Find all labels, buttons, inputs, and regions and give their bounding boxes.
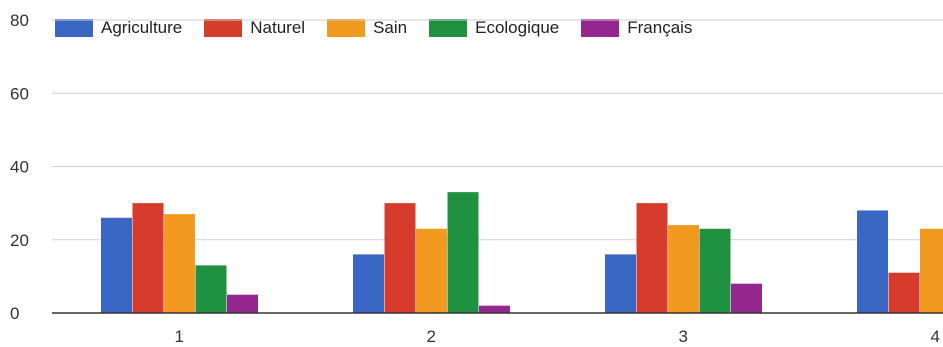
bar-sain-4: [920, 228, 943, 313]
legend-item: Agriculture: [55, 18, 182, 38]
y-tick-label: 20: [10, 231, 29, 250]
legend: Agriculture Naturel Sain Ecologique Français: [55, 14, 714, 42]
legend-item: Ecologique: [429, 18, 559, 38]
bar-ecologique-3: [699, 228, 731, 313]
legend-label: Français: [627, 18, 693, 37]
y-tick-label: 0: [10, 304, 19, 323]
bar-ecologique-2: [447, 192, 479, 313]
x-tick-label: 1: [175, 327, 184, 346]
y-tick-label: 80: [10, 11, 29, 30]
legend-label: Sain: [373, 18, 408, 37]
bar-naturel-3: [636, 203, 668, 313]
legend-item: Naturel: [204, 18, 305, 38]
bar-agriculture-3: [605, 254, 636, 313]
bar-agriculture-4: [857, 210, 888, 313]
legend-label: Ecologique: [475, 18, 560, 37]
bar-agriculture-1: [101, 217, 132, 313]
x-tick-label: 4: [931, 327, 940, 346]
legend-label: Naturel: [250, 18, 306, 37]
x-tick-label: 3: [679, 327, 688, 346]
y-tick-label: 60: [10, 84, 29, 103]
bar-sain-1: [164, 214, 195, 313]
legend-swatch: [581, 19, 620, 37]
bar-naturel-2: [384, 203, 416, 313]
bar-franais-2: [479, 305, 510, 313]
bar-sain-3: [668, 225, 699, 313]
bar-sain-2: [416, 228, 447, 313]
bar-naturel-4: [888, 272, 920, 313]
legend-swatch: [55, 19, 93, 37]
bar-agriculture-2: [353, 254, 384, 313]
x-tick-label: 2: [427, 327, 436, 346]
legend-item: Français: [581, 18, 692, 38]
legend-swatch: [429, 19, 468, 37]
y-tick-label: 40: [10, 158, 29, 177]
legend-label: Agriculture: [101, 18, 183, 37]
bar-naturel-1: [132, 203, 164, 313]
legend-swatch: [327, 19, 366, 37]
bar-franais-3: [731, 283, 762, 313]
legend-swatch: [204, 19, 243, 37]
bar-franais-1: [227, 294, 258, 313]
bar-ecologique-1: [195, 265, 227, 313]
legend-item: Sain: [327, 18, 407, 38]
